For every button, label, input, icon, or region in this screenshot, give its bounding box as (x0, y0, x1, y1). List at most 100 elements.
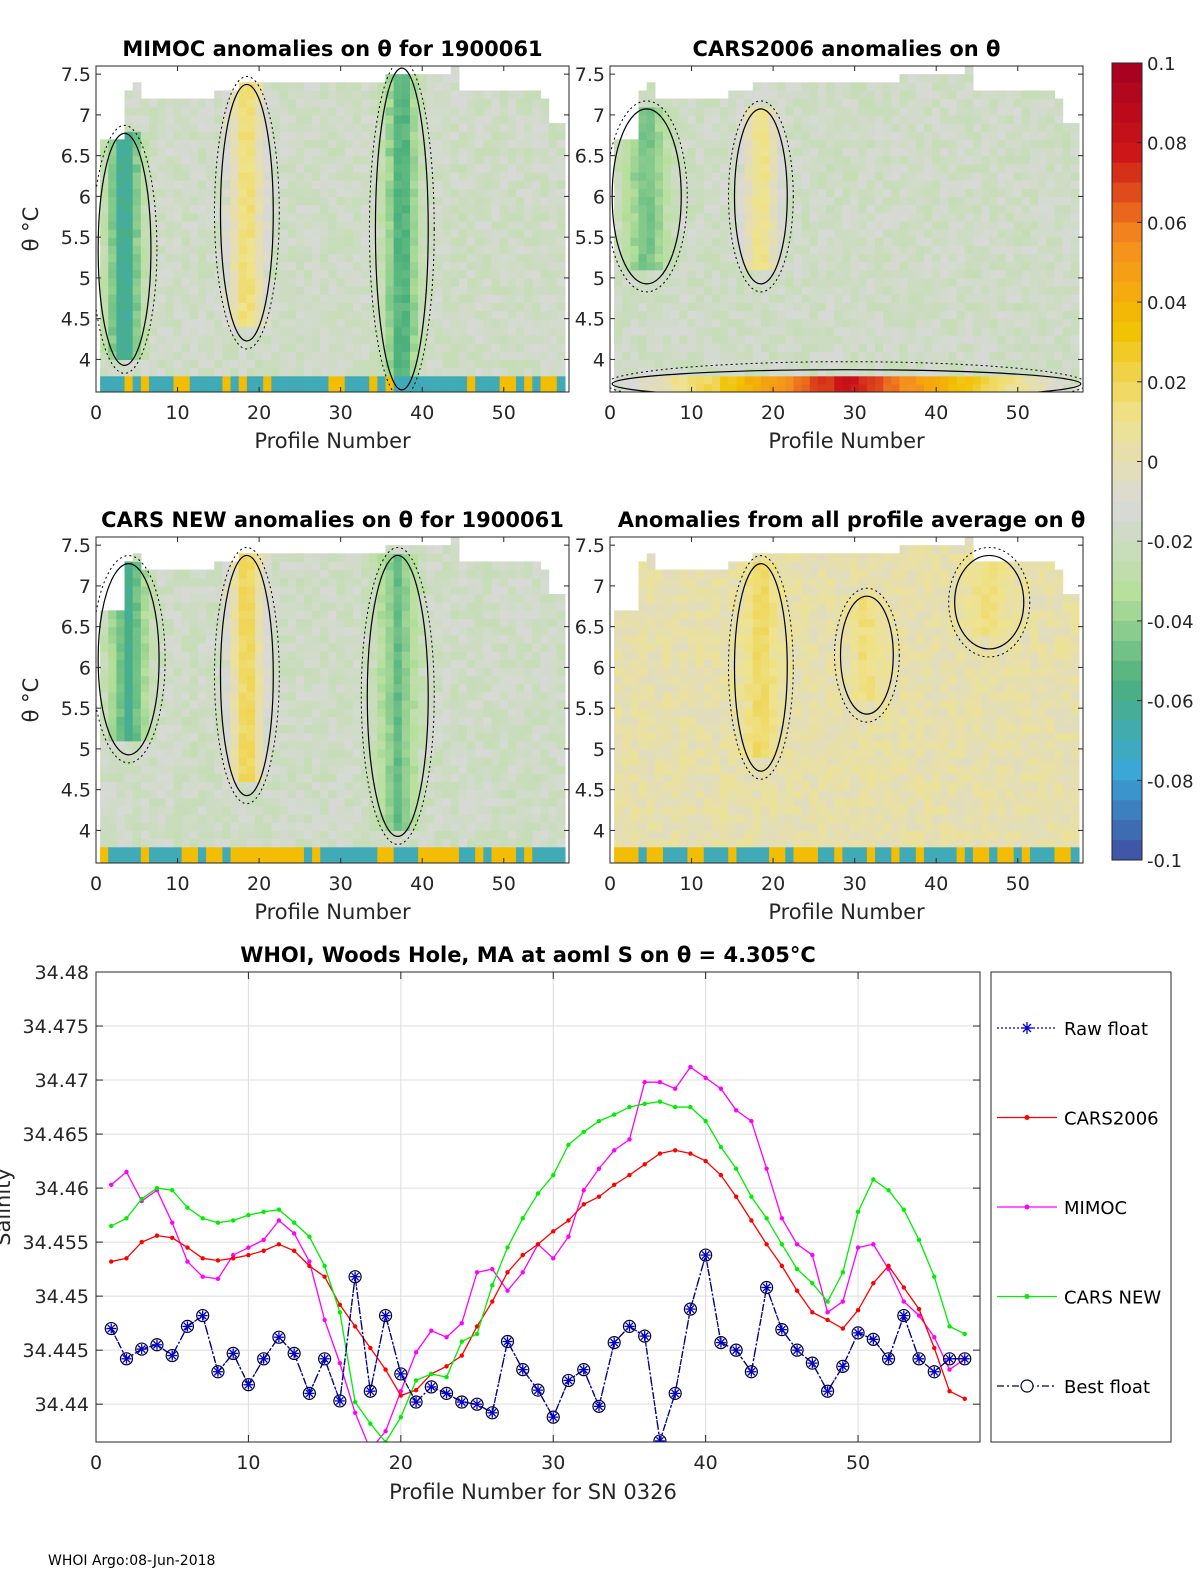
heatmap-cell (100, 846, 109, 856)
heatmap-cell (173, 196, 183, 206)
heatmap-cell (532, 212, 542, 222)
heatmap-cell (964, 90, 974, 100)
heatmap-cell (809, 367, 819, 377)
heatmap-cell (132, 326, 142, 336)
heatmap-cell (450, 196, 460, 206)
heatmap-cell (206, 724, 215, 734)
heatmap-cell (1046, 188, 1056, 197)
heatmap-cell (483, 277, 493, 287)
heatmap-cell (728, 237, 738, 246)
heatmap-cell (426, 253, 436, 263)
heatmap-cell (817, 383, 827, 392)
heatmap-cell (181, 732, 191, 742)
heatmap-cell (230, 805, 240, 815)
heatmap-cell (132, 716, 142, 726)
heatmap-cell (385, 229, 395, 238)
heatmap-cell (981, 269, 990, 279)
heatmap-cell (385, 310, 395, 320)
heatmap-cell (181, 253, 191, 263)
heatmap-cell (809, 106, 819, 116)
heatmap-cell (401, 351, 411, 360)
heatmap-cell (181, 351, 191, 360)
heatmap-cell (467, 383, 476, 392)
heatmap-cell (736, 180, 746, 189)
heatmap-cell (883, 261, 892, 271)
heatmap-cell (328, 334, 338, 344)
heatmap-cell (230, 773, 240, 783)
heatmap-cell (263, 277, 272, 287)
heatmap-cell (793, 147, 803, 157)
heatmap-cell (1021, 212, 1031, 222)
heatmap-cell (507, 114, 517, 124)
heatmap-cell (263, 294, 272, 303)
heatmap-cell (475, 90, 484, 100)
heatmap-cell (744, 375, 754, 385)
heatmap-cell (475, 253, 484, 263)
heatmap-cell (614, 212, 623, 222)
heatmap-cell (132, 708, 142, 717)
heatmap-cell (997, 334, 1007, 344)
heatmap-cell (556, 245, 566, 255)
heatmap-cell (173, 585, 183, 595)
heatmap-cell (426, 310, 436, 320)
heatmap-cell (695, 229, 705, 238)
heatmap-cell (752, 237, 762, 246)
heatmap-cell (206, 106, 215, 116)
heatmap-cell (850, 147, 860, 157)
heatmap-cell (703, 98, 713, 108)
heatmap-cell (915, 106, 925, 116)
heatmap-cell (238, 237, 248, 246)
heatmap-cell (1038, 163, 1047, 173)
heatmap-cell (728, 294, 738, 303)
heatmap-cell (491, 98, 501, 108)
heatmap-cell (858, 180, 868, 189)
heatmap-cell (646, 196, 656, 206)
heatmap-cell (491, 375, 501, 385)
heatmap-cell (875, 196, 884, 206)
heatmap-cell (442, 261, 452, 271)
heatmap-cell (214, 724, 224, 734)
heatmap-cell (777, 334, 786, 344)
heatmap-cell (149, 155, 158, 165)
heatmap-cell (1038, 98, 1047, 108)
heatmap-cell (801, 302, 811, 312)
heatmap-cell (989, 163, 998, 173)
heatmap-cell (165, 757, 175, 766)
heatmap-cell (614, 351, 623, 360)
heatmap-cell (801, 204, 811, 214)
heatmap-cell (997, 171, 1007, 181)
heatmap-cell (834, 90, 844, 100)
heatmap-cell (907, 326, 917, 336)
heatmap-cell (515, 114, 525, 124)
heatmap-cell (972, 171, 982, 181)
heatmap-cell (173, 147, 183, 157)
heatmap-cell (1046, 318, 1056, 328)
heatmap-cell (499, 310, 509, 320)
heatmap-cell (230, 106, 240, 116)
heatmap-cell (132, 171, 142, 181)
heatmap-cell (948, 163, 958, 173)
heatmap-cell (964, 359, 974, 369)
heatmap-cell (458, 98, 468, 108)
heatmap-cell (336, 310, 346, 320)
heatmap-cell (483, 196, 493, 206)
heatmap-cell (238, 212, 248, 222)
heatmap-cell (850, 114, 860, 124)
heatmap-cell (124, 375, 134, 385)
heatmap-cell (418, 131, 427, 140)
heatmap-cell (834, 294, 844, 303)
heatmap-cell (157, 359, 166, 369)
heatmap-cell (328, 229, 338, 238)
heatmap-cell (817, 147, 827, 157)
heatmap-cell (540, 253, 550, 263)
heatmap-cell (842, 98, 852, 108)
heatmap-cell (638, 90, 648, 100)
heatmap-cell (646, 90, 656, 100)
heatmap-cell (165, 659, 175, 668)
heatmap-cell (663, 294, 672, 303)
heatmap-cell (238, 188, 248, 197)
heatmap-cell (206, 577, 215, 587)
heatmap-cell (361, 106, 370, 116)
heatmap-cell (100, 838, 109, 848)
